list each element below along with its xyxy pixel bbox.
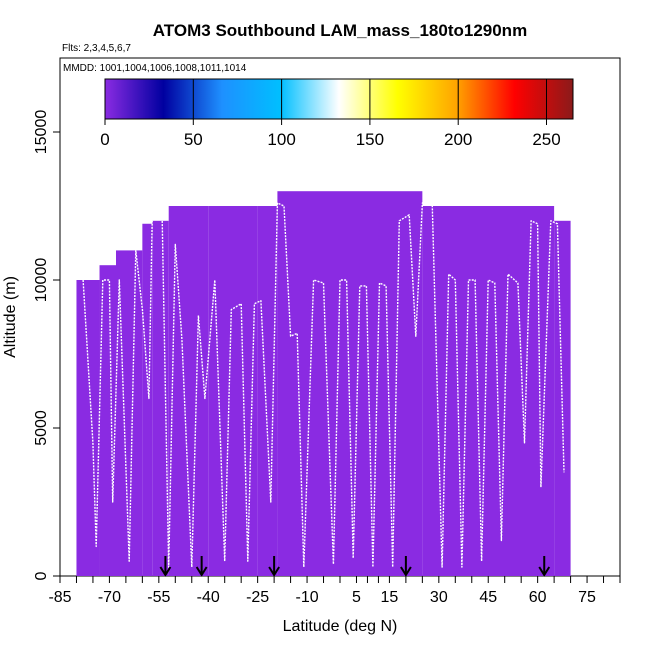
arrow-head-0 [159, 566, 172, 577]
curtain-layer [76, 191, 571, 577]
y-tick-label-1: 5000 [33, 410, 50, 446]
chart-title: ATOM3 Southbound LAM_mass_180to1290nm [153, 21, 527, 40]
curtain-block-4 [152, 220, 169, 577]
y-axis-label: Altitude (m) [2, 276, 19, 358]
arrow-4 [538, 556, 551, 577]
y-tick-label-0: 0 [33, 571, 50, 580]
colorbar-tick-label-1: 50 [184, 130, 203, 149]
arrow-head-3 [400, 566, 412, 577]
x-tick-label-5: -10 [295, 589, 318, 606]
arrow-head-1 [195, 566, 208, 577]
curtain-block-6 [208, 206, 258, 576]
y-tick-label-2: 10000 [33, 258, 50, 303]
arrow-layer [159, 556, 551, 577]
arrow-3 [400, 556, 412, 577]
curtain-block-0 [76, 280, 100, 576]
x-tick-label-0: -85 [48, 589, 71, 606]
arrow-head-4 [538, 566, 551, 577]
x-tick-label-8: 30 [430, 589, 448, 606]
y-axis: 0 5000 10000 15000 [33, 110, 60, 580]
x-tick-label-3: -40 [197, 589, 220, 606]
x-tick-label-4: -25 [246, 589, 269, 606]
colorbar-gradient [104, 78, 574, 120]
flight-track-line [82, 202, 565, 568]
x-tick-label-9: 45 [479, 589, 497, 606]
curtain-block-9 [422, 206, 555, 576]
x-tick-label-11: 75 [578, 589, 596, 606]
colorbar-tick-label-2: 100 [267, 130, 295, 149]
arrow-1 [195, 556, 208, 577]
curtain-block-1 [99, 265, 116, 576]
x-axis: -85 -70 -55 -40 -25 -10 5 15 30 45 60 75 [48, 576, 621, 606]
colorbar-tick-label-5: 250 [532, 130, 560, 149]
x-tick-label-1: -70 [98, 589, 121, 606]
x-axis-label: Latitude (deg N) [283, 618, 398, 635]
x-tick-label-2: -55 [147, 589, 170, 606]
colorbar-tick-label-0: 0 [100, 130, 109, 149]
flight-track-layer [82, 202, 565, 568]
arrow-head-2 [268, 566, 280, 577]
dates-note: MMDD: 1001,1004,1006,1008,1011,1014 [63, 63, 247, 74]
arrow-0 [159, 556, 172, 577]
flights-note: Flts: 2,3,4,5,6,7 [62, 43, 131, 54]
x-tick-label-6: 5 [352, 589, 361, 606]
curtain-block-7 [257, 206, 278, 576]
colorbar: 0 50 100 150 200 250 [100, 78, 574, 149]
x-tick-label-10: 60 [529, 589, 547, 606]
curtain-block-3 [142, 223, 153, 576]
colorbar-tick-label-3: 150 [356, 130, 384, 149]
arrow-2 [268, 556, 280, 577]
colorbar-tick-label-4: 200 [444, 130, 472, 149]
curtain-block-5 [168, 206, 209, 576]
x-tick-label-7: 15 [381, 589, 399, 606]
y-tick-label-3: 15000 [33, 110, 50, 155]
